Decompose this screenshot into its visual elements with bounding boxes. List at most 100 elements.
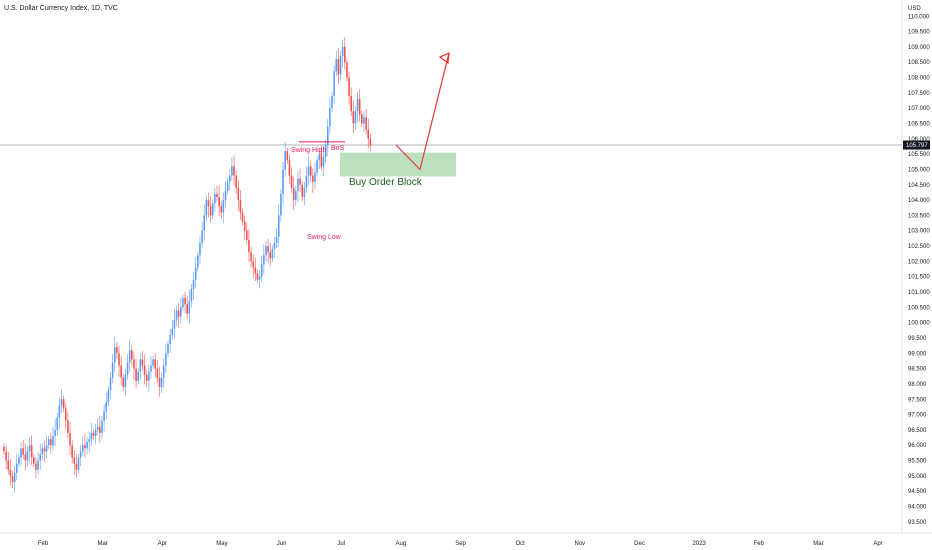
candle-body [7,460,10,470]
price-tick-label: 98.000 [908,382,927,388]
candle-body [167,344,169,354]
time-tick-label: Feb [38,541,49,547]
candle-body [162,365,165,378]
candle-body [256,273,259,280]
candle-body [135,368,137,381]
candle-body [105,402,108,412]
candle-body [363,117,365,124]
candle-body [235,175,237,188]
candle-body [148,371,150,381]
candle-body [214,193,216,204]
candle-body [318,154,321,161]
candle-body [56,417,59,430]
candle-body [30,445,33,458]
candle-body [250,252,252,262]
candle-body [288,160,291,176]
candle-body [326,126,329,145]
price-tick-label: 110.000 [908,14,930,20]
candle-body [292,187,295,201]
time-tick-label: Apr [158,541,167,547]
price-tick-label: 96.000 [908,443,927,449]
price-tick-label: 101.500 [908,275,930,281]
candle-body [79,451,82,458]
candle-body [50,439,52,446]
price-tick-label: 102.000 [908,259,930,265]
candle-body [299,178,301,185]
candle-body [84,445,86,449]
candle-body [47,439,50,446]
candle-body [152,359,154,366]
candle-body [346,62,348,78]
candle-body [88,439,90,443]
price-tick-label: 96.500 [908,428,927,434]
candle-body [309,166,312,176]
candle-body [286,151,289,161]
candle-body [111,362,114,378]
candle-body [173,319,176,329]
candle-body [337,59,340,75]
price-tick-label: 95.000 [908,474,927,480]
time-tick-label: Jul [337,541,345,547]
candle-body [175,310,178,320]
candle-body [348,77,350,96]
candle-body [26,451,29,461]
candle-body [339,56,342,75]
price-tick-label: 99.500 [908,336,927,342]
candle-body [128,350,131,363]
time-tick-label: Mar [97,541,107,547]
last-price-value: 105.797 [906,143,928,149]
candle-body [228,175,231,182]
order-block-zone[interactable] [340,152,456,177]
projection-arrow[interactable] [395,52,450,171]
time-tick-label: May [216,541,227,547]
candle-body [365,117,367,130]
price-tick-label: 103.000 [908,229,930,235]
candle-body [331,95,333,109]
candle-body [224,190,227,201]
time-tick-label: Aug [396,541,407,547]
candle-body [126,362,129,375]
candle-body [361,114,363,124]
candle-body [75,463,78,470]
candle-body [113,347,116,363]
candle-body [107,390,110,403]
candle-body [33,457,35,464]
price-tick-label: 107.500 [908,91,930,97]
bos-label: BoS [331,145,345,152]
price-tick-label: 99.000 [908,351,927,357]
candle-body [77,457,80,470]
candle-body [277,215,280,237]
candle-body [158,377,161,387]
price-tick-label: 97.000 [908,413,927,419]
last-price-tag [903,140,930,150]
time-tick-label: Apr [873,541,882,547]
candle-body [243,221,246,231]
candle-body [43,448,46,452]
candle-body [58,405,61,418]
candle-body [122,377,125,387]
candle-body [316,160,318,173]
candle-body [203,215,206,231]
price-tick-label: 101.000 [908,290,930,296]
candle-body [194,267,197,280]
candle-body [101,420,103,433]
candle-body [124,374,127,387]
candle-body [324,144,327,158]
candle-body [82,445,84,452]
price-tick-label: 100.000 [908,321,930,327]
price-tick-label: 93.500 [908,520,927,526]
candle-body [218,197,220,207]
candle-body [197,255,199,268]
candle-body [37,460,39,470]
candlesticks [3,37,372,494]
candle-body [169,334,171,345]
candle-body [86,442,88,449]
price-tick-label: 107.000 [908,106,930,112]
price-tick-label: 104.000 [908,198,930,204]
candle-body [184,298,186,305]
price-tick-label: 95.500 [908,459,927,465]
price-ticks: 110.000 109.500 109.000 108.500 108.000 107.5… [908,14,930,526]
time-tick-label: Dec [634,541,645,547]
candle-body [369,138,372,145]
